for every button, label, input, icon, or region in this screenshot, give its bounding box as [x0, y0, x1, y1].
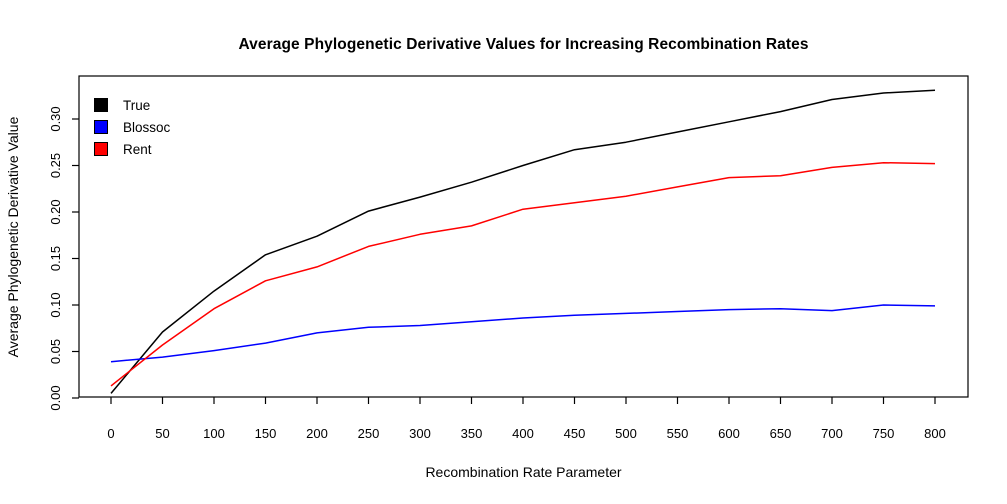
legend-item-blossoc: Blossoc — [94, 116, 170, 138]
y-tick-label: 0.15 — [48, 246, 63, 271]
x-tick-label: 600 — [718, 426, 740, 441]
chart-title: Average Phylogenetic Derivative Values f… — [238, 36, 809, 53]
x-tick-label: 50 — [155, 426, 169, 441]
x-tick-label: 500 — [615, 426, 637, 441]
x-tick-label: 250 — [358, 426, 380, 441]
y-axis-label: Average Phylogenetic Derivative Value — [5, 116, 21, 358]
y-tick-label: 0.10 — [48, 292, 63, 317]
series-line-rent — [110, 161, 936, 387]
plot-box — [78, 75, 969, 398]
y-tick-label: 0.00 — [48, 385, 63, 410]
x-tick-label: 650 — [770, 426, 792, 441]
y-tick-label: 0.20 — [48, 199, 63, 224]
x-axis-label: Recombination Rate Parameter — [425, 464, 622, 480]
x-tick-label: 100 — [203, 426, 225, 441]
legend-label: Rent — [123, 141, 152, 157]
x-tick-label: 150 — [255, 426, 277, 441]
legend-label: Blossoc — [123, 119, 171, 135]
x-tick-label: 300 — [409, 426, 431, 441]
legend-swatch-rent — [94, 142, 108, 156]
x-tick-label: 750 — [873, 426, 895, 441]
y-tick-label: 0.25 — [48, 153, 63, 178]
y-tick-label: 0.30 — [48, 106, 63, 131]
y-tick-label: 0.05 — [48, 339, 63, 364]
legend-label: True — [123, 97, 151, 113]
x-tick-label: 200 — [306, 426, 328, 441]
legend: True Blossoc Rent — [94, 94, 170, 160]
x-tick-label: 350 — [461, 426, 483, 441]
series-line-blossoc — [110, 304, 936, 363]
series-line-true — [110, 89, 936, 394]
legend-item-rent: Rent — [94, 138, 170, 160]
x-tick-label: 700 — [821, 426, 843, 441]
legend-swatch-blossoc — [94, 120, 108, 134]
legend-swatch-true — [94, 98, 108, 112]
x-tick-label: 450 — [564, 426, 586, 441]
x-tick-label: 400 — [512, 426, 534, 441]
x-tick-label: 550 — [667, 426, 689, 441]
legend-item-true: True — [94, 94, 170, 116]
x-tick-label: 0 — [107, 426, 114, 441]
x-tick-label: 800 — [924, 426, 946, 441]
